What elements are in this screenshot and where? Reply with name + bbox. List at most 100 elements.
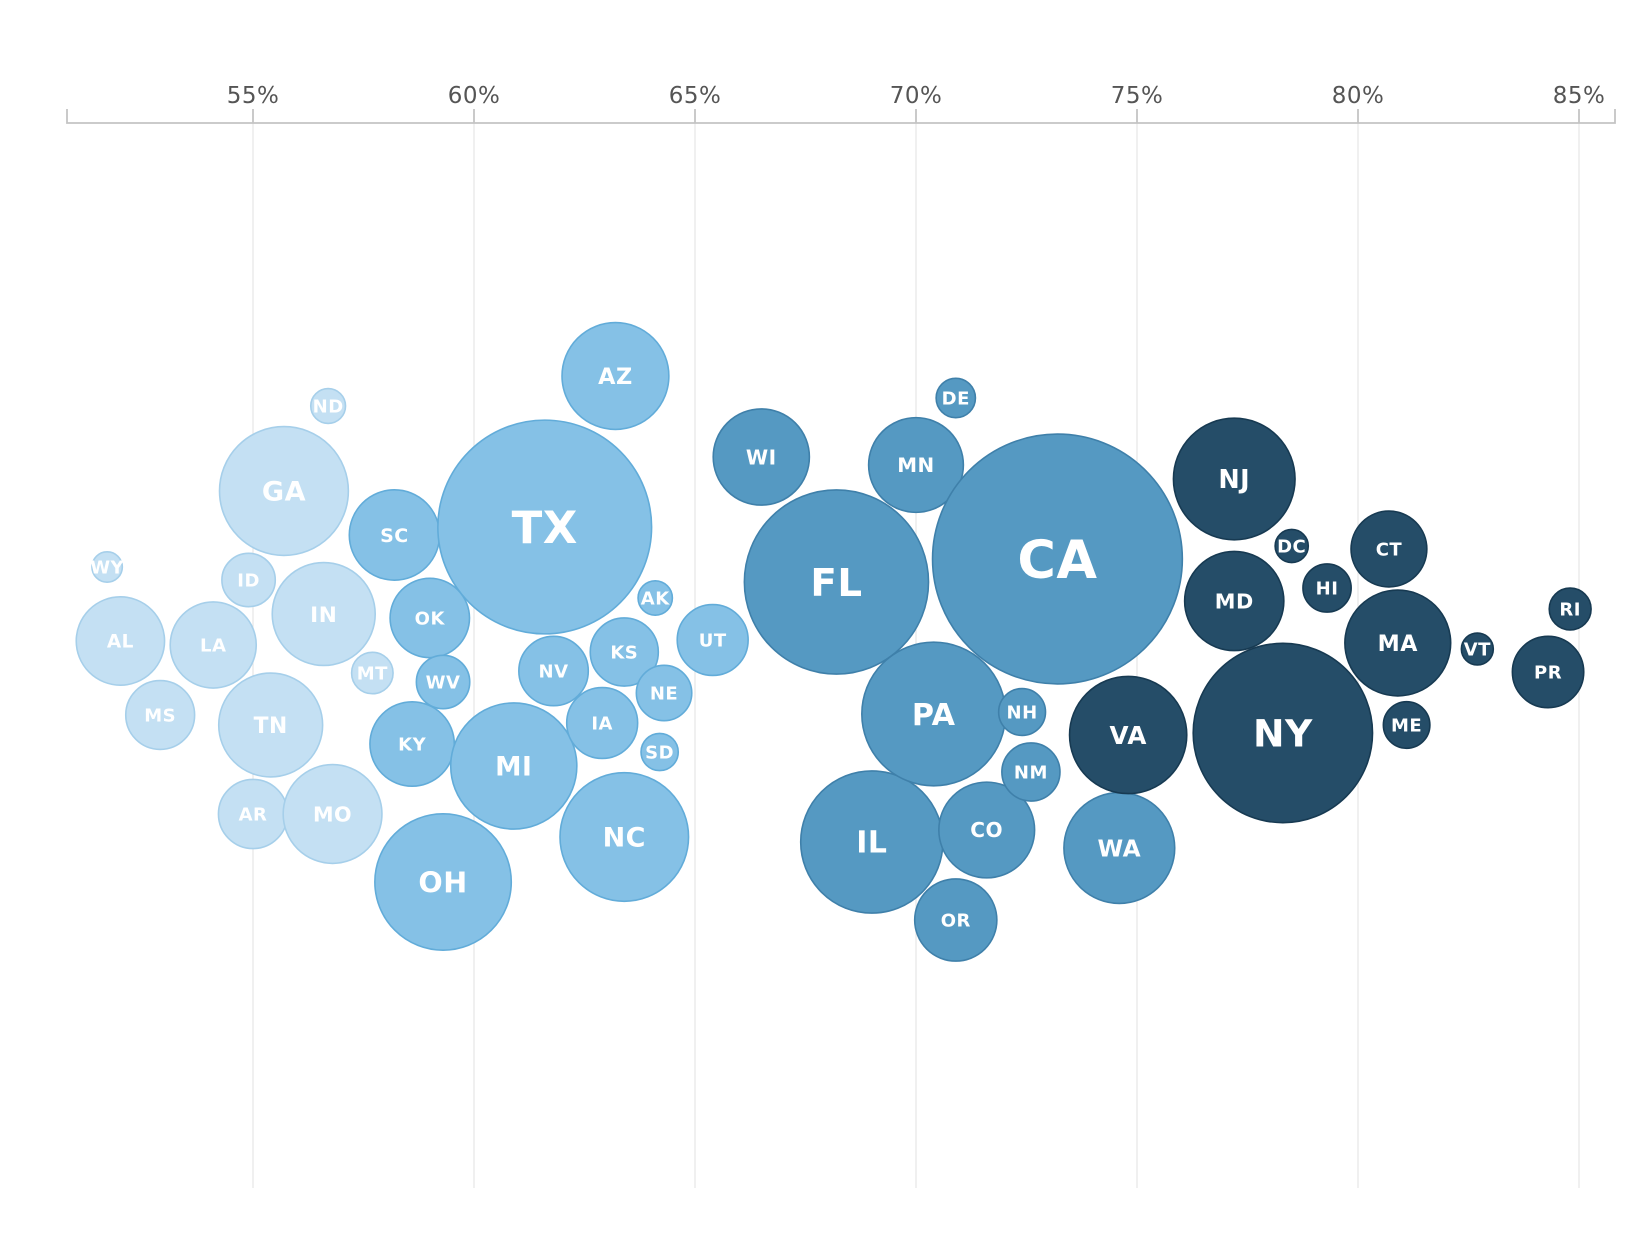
bubble-nv[interactable]: NV (518, 635, 590, 707)
bubble-me[interactable]: ME (1382, 700, 1431, 750)
bubble-circle[interactable] (1068, 675, 1188, 795)
bubble-in[interactable]: IN (271, 561, 377, 667)
bubble-circle[interactable] (637, 580, 674, 616)
bubble-wi[interactable]: WI (712, 408, 811, 506)
bubble-circle[interactable] (640, 732, 680, 772)
bubble-or[interactable]: OR (913, 878, 998, 962)
bubble-circle[interactable] (867, 416, 965, 514)
bubble-mn[interactable]: MN (867, 416, 965, 514)
bubble-circle[interactable] (913, 878, 998, 962)
bubble-circle[interactable] (931, 433, 1184, 685)
bubble-ny[interactable]: NY (1192, 642, 1374, 824)
bubble-de[interactable]: DE (935, 377, 977, 419)
bubble-circle[interactable] (282, 763, 383, 865)
bubble-circle[interactable] (309, 387, 347, 425)
bubble-circle[interactable] (221, 552, 277, 608)
bubble-tx[interactable]: TX (437, 419, 653, 635)
bubble-fl[interactable]: FL (743, 489, 930, 675)
bubble-circle[interactable] (1350, 510, 1428, 588)
bubble-pr[interactable]: PR (1511, 635, 1585, 709)
bubble-circle[interactable] (91, 551, 124, 583)
bubble-tn[interactable]: TN (217, 672, 324, 778)
bubble-circle[interactable] (635, 664, 693, 722)
bubble-la[interactable]: LA (169, 601, 258, 689)
bubble-circle[interactable] (676, 603, 749, 677)
bubble-mt[interactable]: MT (350, 651, 394, 695)
bubble-nj[interactable]: NJ (1172, 417, 1296, 541)
bubble-circle[interactable] (374, 812, 513, 952)
bubble-circle[interactable] (1172, 417, 1296, 541)
bubble-circle[interactable] (1548, 587, 1592, 631)
bubble-vt[interactable]: VT (1460, 632, 1495, 666)
bubble-sc[interactable]: SC (348, 489, 441, 581)
bubble-hi[interactable]: HI (1302, 563, 1352, 613)
bubble-il[interactable]: IL (799, 770, 944, 914)
bubble-nm[interactable]: NM (1001, 742, 1061, 802)
bubble-circle[interactable] (415, 654, 471, 710)
bubble-circle[interactable] (997, 687, 1047, 737)
bubble-circle[interactable] (218, 425, 350, 557)
bubble-nd[interactable]: ND (309, 387, 347, 425)
bubble-ky[interactable]: KY (369, 701, 456, 787)
bubble-circle[interactable] (437, 419, 653, 635)
bubble-circle[interactable] (1274, 528, 1310, 564)
bubble-dc[interactable]: DC (1274, 528, 1310, 564)
bubble-ok[interactable]: OK (389, 577, 471, 659)
bubble-circle[interactable] (1511, 635, 1585, 709)
bubble-circle[interactable] (559, 771, 690, 903)
bubble-circle[interactable] (1344, 589, 1452, 697)
bubble-ri[interactable]: RI (1548, 587, 1592, 631)
bubble-co[interactable]: CO (938, 781, 1036, 879)
bubble-az[interactable]: AZ (561, 321, 670, 431)
bubble-circle[interactable] (350, 651, 394, 695)
bubble-ak[interactable]: AK (637, 580, 674, 616)
bubble-wa[interactable]: WA (1063, 791, 1176, 905)
bubble-ia[interactable]: IA (565, 686, 639, 760)
bubble-circle[interactable] (217, 672, 324, 778)
bubble-mo[interactable]: MO (282, 763, 383, 865)
bubble-oh[interactable]: OH (374, 812, 513, 952)
bubble-circle[interactable] (1192, 642, 1374, 824)
bubble-circle[interactable] (1302, 563, 1352, 613)
bubble-circle[interactable] (1183, 550, 1285, 652)
bubble-ca[interactable]: CA (931, 433, 1184, 685)
bubble-label: OR (941, 910, 971, 931)
bubble-wy[interactable]: WY (90, 551, 124, 583)
bubble-ne[interactable]: NE (635, 664, 693, 722)
bubble-al[interactable]: AL (75, 596, 166, 686)
bubble-nh[interactable]: NH (997, 687, 1047, 737)
bubble-label: WV (426, 672, 461, 693)
bubble-circle[interactable] (561, 321, 670, 431)
bubble-circle[interactable] (389, 577, 471, 659)
bubble-mi[interactable]: MI (449, 702, 578, 830)
bubble-ct[interactable]: CT (1350, 510, 1428, 588)
bubble-nc[interactable]: NC (559, 771, 690, 903)
bubble-circle[interactable] (589, 617, 660, 687)
bubble-ar[interactable]: AR (217, 778, 289, 850)
bubble-ga[interactable]: GA (218, 425, 350, 557)
bubble-circle[interactable] (1001, 742, 1061, 802)
bubble-va[interactable]: VA (1068, 675, 1188, 795)
bubble-circle[interactable] (271, 561, 377, 667)
bubble-id[interactable]: ID (221, 552, 277, 608)
bubble-md[interactable]: MD (1183, 550, 1285, 652)
bubble-circle[interactable] (1382, 700, 1431, 750)
bubble-wv[interactable]: WV (415, 654, 471, 710)
bubble-sd[interactable]: SD (640, 732, 680, 772)
bubble-circle[interactable] (935, 377, 977, 419)
bubble-ma[interactable]: MA (1344, 589, 1452, 697)
bubble-circle[interactable] (938, 781, 1036, 879)
bubble-circle[interactable] (1460, 632, 1495, 666)
bubble-ks[interactable]: KS (589, 617, 660, 687)
bubble-ut[interactable]: UT (676, 603, 749, 677)
bubble-circle[interactable] (743, 489, 930, 675)
bubble-circle[interactable] (75, 596, 166, 686)
bubble-ms[interactable]: MS (124, 679, 196, 751)
bubble-circle[interactable] (449, 702, 578, 830)
bubble-circle[interactable] (712, 408, 811, 506)
bubble-pa[interactable]: PA (861, 641, 1007, 787)
bubble-circle[interactable] (169, 601, 258, 689)
bubble-circle[interactable] (518, 635, 590, 707)
bubble-circle[interactable] (565, 686, 639, 760)
bubble-circle[interactable] (124, 679, 196, 751)
